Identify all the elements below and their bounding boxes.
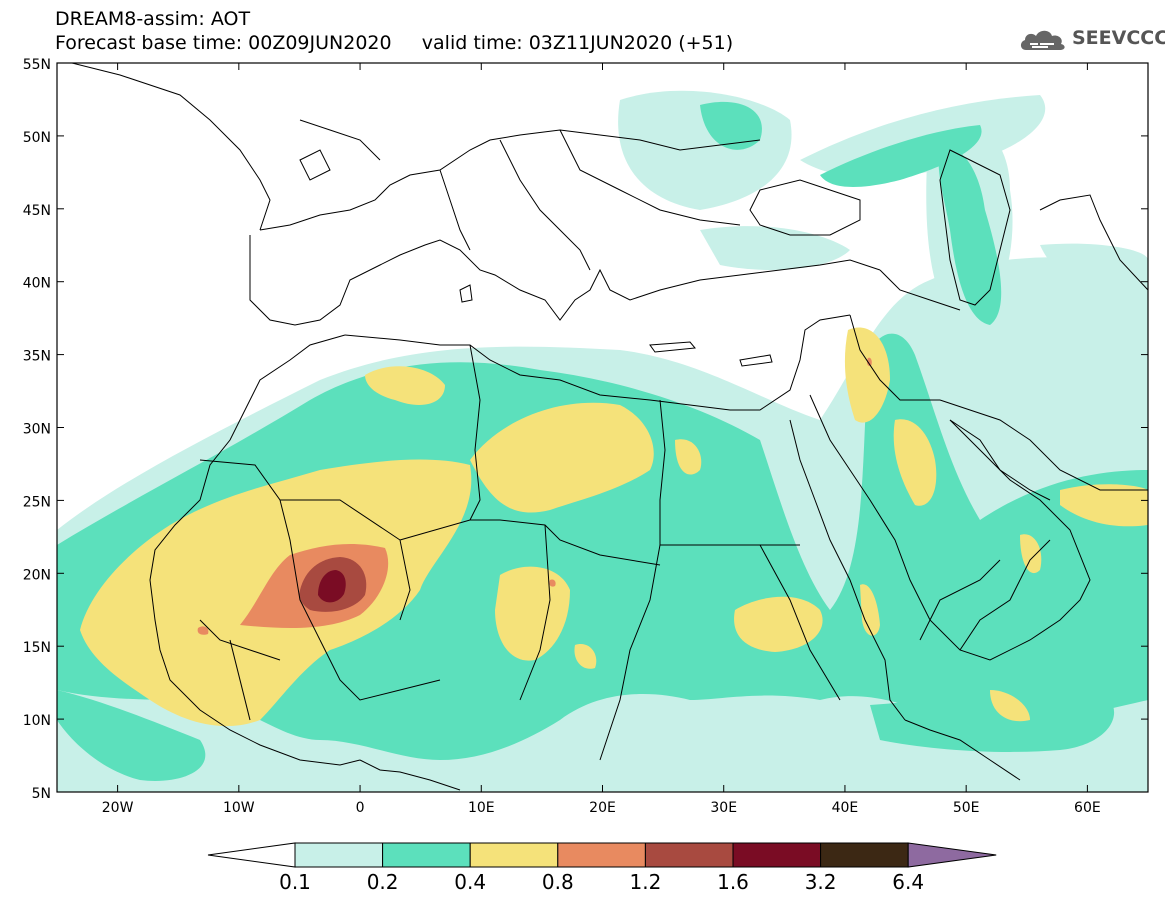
- colorbar-right-arrow: [907, 842, 997, 868]
- colorbar-box: [557, 842, 646, 868]
- colorbar-box: [820, 842, 909, 868]
- colorbar-label: 0.8: [542, 870, 574, 894]
- lat-tick-label: 20N: [23, 567, 51, 583]
- lon-ticks: 20W 10W 0 10E 20E 30E 40E 50E 60E: [102, 63, 1101, 816]
- colorbar-label: 0.2: [367, 870, 399, 894]
- lon-tick-label: 30E: [710, 800, 737, 816]
- lon-tick-label: 10W: [223, 800, 255, 816]
- lat-tick-label: 35N: [23, 349, 51, 365]
- base-time-label: Forecast base time: 00Z09JUN2020: [55, 32, 392, 54]
- aot-field: [57, 90, 1148, 792]
- lat-tick-label: 55N: [23, 57, 51, 73]
- lat-tick-label: 5N: [32, 786, 51, 802]
- aot-band-0.2: [57, 101, 1148, 781]
- coastlines-borders: [69, 63, 1148, 791]
- lat-tick-label: 10N: [23, 713, 51, 729]
- colorbar-label: 0.4: [454, 870, 486, 894]
- logo-text: SEEVCCC: [1072, 27, 1165, 49]
- map-title: DREAM8-assim: AOT: [55, 8, 251, 30]
- lon-tick-label: 10E: [468, 800, 495, 816]
- colorbar-left-arrow: [207, 842, 296, 868]
- lon-tick-label: 20W: [102, 800, 134, 816]
- lon-tick-label: 0: [356, 800, 365, 816]
- colorbar-label: 1.6: [717, 870, 749, 894]
- colorbar-box: [294, 842, 384, 868]
- lat-tick-label: 15N: [23, 640, 51, 656]
- colorbar-label: 3.2: [805, 870, 837, 894]
- colorbar-label: 6.4: [892, 870, 924, 894]
- cloud-icon: [1020, 30, 1065, 50]
- lat-tick-label: 40N: [23, 276, 51, 292]
- lat-tick-label: 30N: [23, 422, 51, 438]
- colorbar-label: 1.2: [629, 870, 661, 894]
- colorbar-label: 0.1: [279, 870, 311, 894]
- forecast-time-line: Forecast base time: 00Z09JUN2020 valid t…: [55, 32, 733, 54]
- lon-tick-label: 40E: [832, 800, 859, 816]
- lat-tick-label: 45N: [23, 203, 51, 219]
- lon-tick-label: 60E: [1074, 800, 1101, 816]
- lat-tick-label: 50N: [23, 130, 51, 146]
- colorbar-box: [382, 842, 471, 868]
- seevccc-logo: SEEVCCC: [1018, 26, 1165, 54]
- lat-ticks: 55N 50N 45N 40N 35N 30N 25N 20N 15N 10N 5N: [23, 57, 1148, 802]
- valid-time-label: valid time: 03Z11JUN2020 (+51): [421, 32, 734, 54]
- aot-band-1.6: [318, 570, 346, 603]
- lon-tick-label: 50E: [953, 800, 980, 816]
- lat-tick-label: 25N: [23, 494, 51, 510]
- lon-tick-label: 20E: [589, 800, 616, 816]
- colorbar-box: [732, 842, 822, 868]
- colorbar-box: [469, 842, 559, 868]
- colorbar-box: [644, 842, 734, 868]
